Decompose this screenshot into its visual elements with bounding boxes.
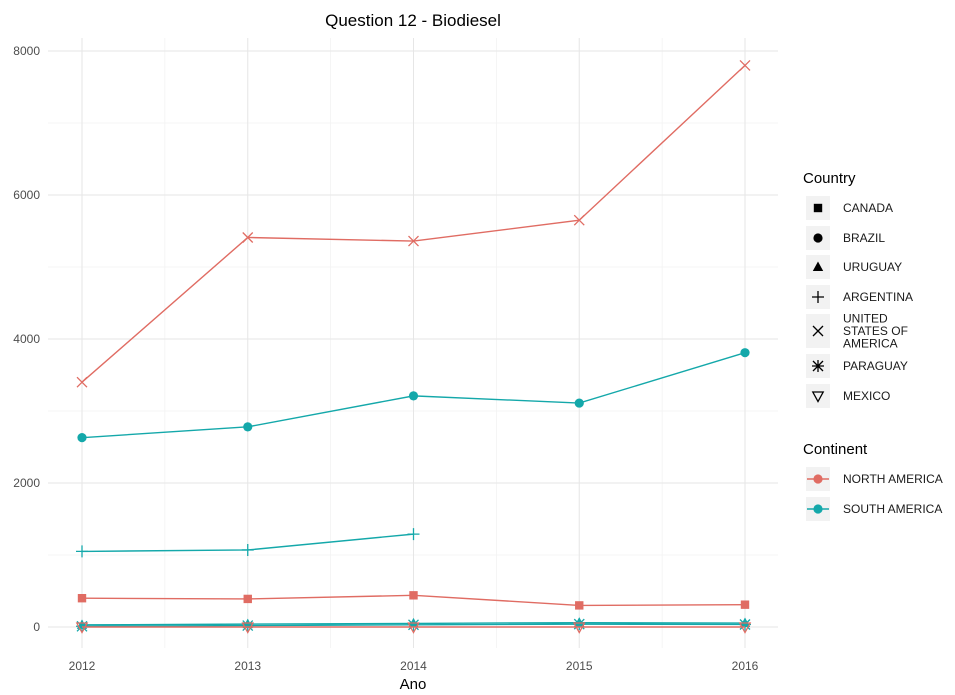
legend-key-asterisk-icon bbox=[812, 360, 824, 372]
point-united-states-of-america bbox=[408, 235, 419, 247]
point-paraguay bbox=[739, 618, 751, 631]
point-paraguay bbox=[407, 618, 420, 631]
point-brazil bbox=[574, 398, 584, 408]
legend-country-title: Country bbox=[803, 170, 856, 187]
legend-continent-label: SOUTH AMERICA bbox=[843, 502, 942, 516]
y-tick-label: 8000 bbox=[13, 44, 40, 58]
legend-country: Country CANADA BRAZIL URUGUAY ARGENTINA UNIT… bbox=[803, 170, 913, 408]
legend-country-label: URUGUAY bbox=[843, 260, 902, 274]
legend-country-label: UNITED bbox=[843, 312, 888, 326]
grid bbox=[48, 38, 778, 648]
x-tick-label: 2012 bbox=[69, 659, 96, 673]
point-mexico bbox=[738, 622, 752, 634]
chart-title: Question 12 - Biodiesel bbox=[325, 11, 501, 30]
series-canada bbox=[77, 591, 750, 610]
legend-country-label: AMERICA bbox=[843, 337, 898, 351]
legend-country-label: ARGENTINA bbox=[843, 290, 913, 304]
point-canada bbox=[575, 601, 584, 610]
legend-country-label: STATES OF bbox=[843, 324, 908, 338]
legend-country-label: MEXICO bbox=[843, 389, 890, 403]
point-mexico bbox=[75, 622, 89, 634]
series-paraguay bbox=[76, 618, 751, 633]
legend-country-item: MEXICO bbox=[806, 384, 890, 408]
legend-key-circle-icon bbox=[813, 474, 823, 484]
point-brazil bbox=[408, 391, 419, 401]
point-united-states-of-america bbox=[242, 232, 254, 243]
point-argentina bbox=[407, 528, 420, 541]
series-argentina bbox=[76, 528, 420, 558]
legend-continent-item: NORTH AMERICA bbox=[806, 467, 943, 491]
point-canada bbox=[740, 600, 750, 609]
point-canada bbox=[77, 594, 87, 603]
legend-key-circle-icon bbox=[813, 504, 823, 514]
legend-key-triangle-icon bbox=[812, 261, 824, 271]
legend-country-item: BRAZIL bbox=[806, 226, 885, 250]
point-paraguay bbox=[76, 620, 88, 633]
legend-country-item: CANADA bbox=[806, 196, 893, 220]
point-canada bbox=[243, 594, 252, 604]
legend-continent-label: NORTH AMERICA bbox=[843, 472, 943, 486]
legend-country-label: BRAZIL bbox=[843, 231, 885, 245]
legend-continent-item: SOUTH AMERICA bbox=[806, 497, 942, 521]
y-tick-label: 2000 bbox=[13, 476, 40, 490]
legend-country-label: PARAGUAY bbox=[843, 359, 908, 373]
legend-key-x-icon bbox=[812, 325, 824, 337]
point-paraguay bbox=[573, 618, 586, 631]
point-united-states-of-america bbox=[573, 214, 585, 226]
legend-country-item: URUGUAY bbox=[806, 255, 902, 279]
x-tick-label: 2015 bbox=[566, 659, 593, 673]
point-brazil bbox=[740, 348, 750, 358]
legend-continent: Continent NORTH AMERICA SOUTH AMERICA bbox=[803, 441, 943, 521]
point-brazil bbox=[243, 422, 253, 432]
series-mexico bbox=[75, 622, 752, 634]
point-mexico bbox=[241, 622, 255, 634]
point-canada bbox=[409, 591, 418, 600]
legend-continent-title: Continent bbox=[803, 441, 868, 458]
x-tick-label: 2014 bbox=[400, 659, 427, 673]
y-tick-label: 4000 bbox=[13, 332, 40, 346]
series-brazil bbox=[77, 348, 750, 443]
point-united-states-of-america bbox=[76, 376, 88, 388]
x-tick-label: 2016 bbox=[732, 659, 759, 673]
point-argentina bbox=[241, 543, 254, 556]
y-tick-label: 0 bbox=[33, 620, 40, 634]
legend-key-plus-icon bbox=[812, 291, 824, 303]
series-united-states-of-america bbox=[76, 59, 751, 388]
legend-country-item: PARAGUAY bbox=[806, 354, 908, 378]
point-argentina bbox=[76, 545, 88, 558]
y-tick-label: 6000 bbox=[13, 188, 40, 202]
legend-key-circle-icon bbox=[813, 233, 823, 243]
point-mexico bbox=[572, 622, 586, 634]
legend-key-square-icon bbox=[813, 203, 823, 213]
point-brazil bbox=[77, 433, 87, 443]
legend-key-triangle-down-icon bbox=[811, 391, 825, 403]
legend-country-item: ARGENTINA bbox=[806, 285, 913, 309]
point-paraguay bbox=[241, 619, 254, 632]
legend-key-bg bbox=[806, 384, 830, 408]
point-united-states-of-america bbox=[739, 59, 751, 71]
legend-country-label: CANADA bbox=[843, 201, 893, 215]
point-mexico bbox=[407, 622, 420, 634]
series-layer bbox=[75, 59, 752, 634]
x-tick-label: 2013 bbox=[234, 659, 261, 673]
x-axis-title: Ano bbox=[400, 676, 427, 693]
axes: 0 2000 4000 6000 8000 2012 2013 2014 2015 2016 bbox=[13, 44, 758, 673]
